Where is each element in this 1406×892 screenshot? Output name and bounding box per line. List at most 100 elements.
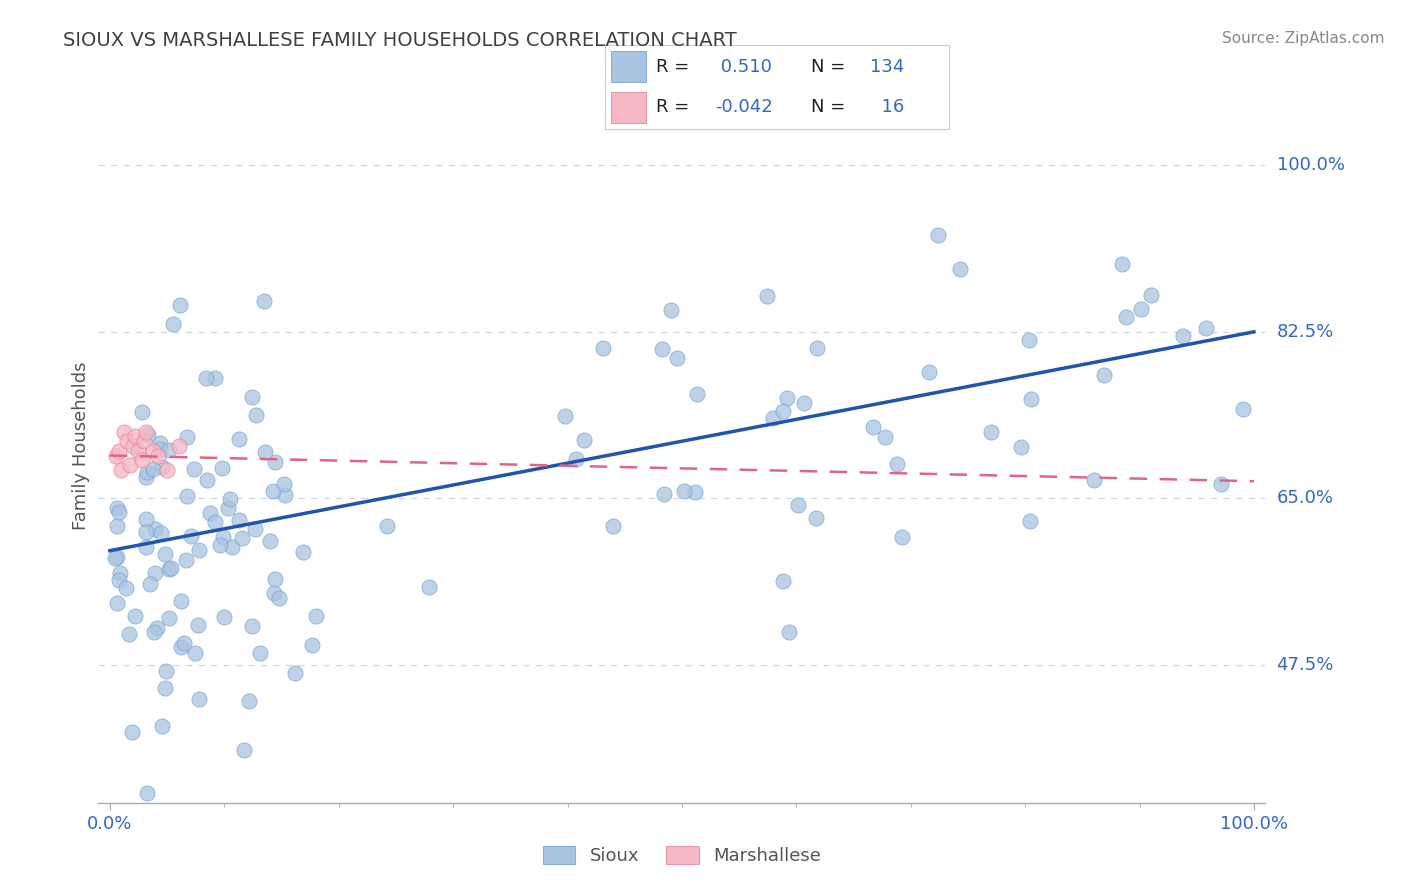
Point (136, 786, 159, 800)
Point (375, 519, 398, 533)
Point (1209, 477, 1232, 491)
Point (217, 500, 239, 515)
Point (875, 430, 897, 444)
Point (149, 435, 172, 450)
Point (136, 428, 159, 442)
Point (212, 609, 235, 624)
Point (150, 718, 173, 732)
Point (120, 458, 142, 472)
Point (173, 636, 195, 650)
Point (136, 465, 159, 479)
Text: 134: 134 (870, 58, 904, 76)
Point (264, 572, 287, 586)
Point (115, 434, 138, 449)
Point (198, 506, 221, 520)
Point (273, 476, 295, 491)
Point (156, 463, 179, 477)
Point (212, 530, 235, 544)
Point (152, 460, 174, 475)
Point (772, 574, 794, 588)
Text: 47.5%: 47.5% (1277, 656, 1334, 673)
Point (105, 519, 128, 533)
Point (1140, 288, 1163, 302)
Point (134, 434, 156, 449)
Point (135, 540, 157, 554)
Point (142, 443, 165, 458)
Point (174, 553, 197, 567)
Point (1232, 402, 1254, 417)
Point (184, 646, 207, 660)
Point (149, 526, 172, 541)
Point (565, 452, 588, 467)
Point (778, 625, 800, 640)
Point (221, 540, 243, 554)
Text: 16: 16 (870, 98, 904, 116)
Point (1018, 514, 1040, 528)
Text: 100.0%: 100.0% (1277, 156, 1344, 174)
Point (124, 608, 146, 623)
Point (104, 449, 127, 463)
Point (665, 351, 688, 365)
Point (176, 489, 198, 503)
Point (155, 664, 177, 678)
Text: N =: N = (811, 58, 851, 76)
Point (1019, 392, 1042, 407)
Point (786, 498, 808, 512)
Y-axis label: Family Households: Family Households (72, 362, 90, 530)
Point (291, 545, 314, 559)
Point (804, 511, 827, 525)
Point (127, 443, 149, 458)
Point (927, 227, 949, 242)
Point (188, 543, 211, 558)
Point (1115, 310, 1137, 324)
Point (157, 442, 180, 457)
Bar (612, 92, 645, 122)
Point (143, 522, 166, 536)
Point (194, 371, 217, 385)
Text: R =: R = (657, 58, 695, 76)
Point (108, 574, 131, 588)
Point (211, 460, 233, 475)
Point (949, 262, 972, 277)
Point (104, 550, 127, 565)
Point (862, 419, 884, 434)
Point (124, 429, 146, 443)
Point (305, 608, 328, 623)
Point (1083, 473, 1105, 487)
Point (980, 425, 1002, 439)
Point (554, 409, 576, 423)
Point (661, 302, 683, 317)
Point (240, 390, 263, 404)
Point (232, 743, 254, 757)
Point (204, 370, 226, 384)
Text: SIOUX VS MARSHALLESE FAMILY HOUSEHOLDS CORRELATION CHART: SIOUX VS MARSHALLESE FAMILY HOUSEHOLDS C… (63, 31, 737, 50)
Point (755, 289, 778, 303)
Point (108, 443, 131, 458)
Point (673, 484, 696, 499)
Point (592, 342, 614, 356)
Point (149, 442, 172, 456)
Point (1111, 257, 1133, 271)
Point (187, 618, 209, 632)
Point (121, 439, 143, 453)
Text: 82.5%: 82.5% (1277, 323, 1334, 341)
Bar (612, 52, 645, 82)
Point (183, 461, 205, 475)
Point (143, 624, 166, 639)
Point (301, 638, 323, 652)
Point (131, 453, 153, 467)
Point (242, 619, 264, 633)
Point (135, 470, 157, 484)
Point (806, 341, 828, 355)
Point (273, 488, 295, 502)
Point (135, 512, 157, 526)
Point (167, 439, 190, 453)
Point (651, 343, 673, 357)
Point (262, 483, 284, 498)
Point (121, 724, 143, 739)
Point (228, 513, 250, 527)
Point (117, 627, 139, 641)
Point (160, 561, 183, 575)
Point (108, 505, 131, 519)
Point (231, 531, 253, 545)
